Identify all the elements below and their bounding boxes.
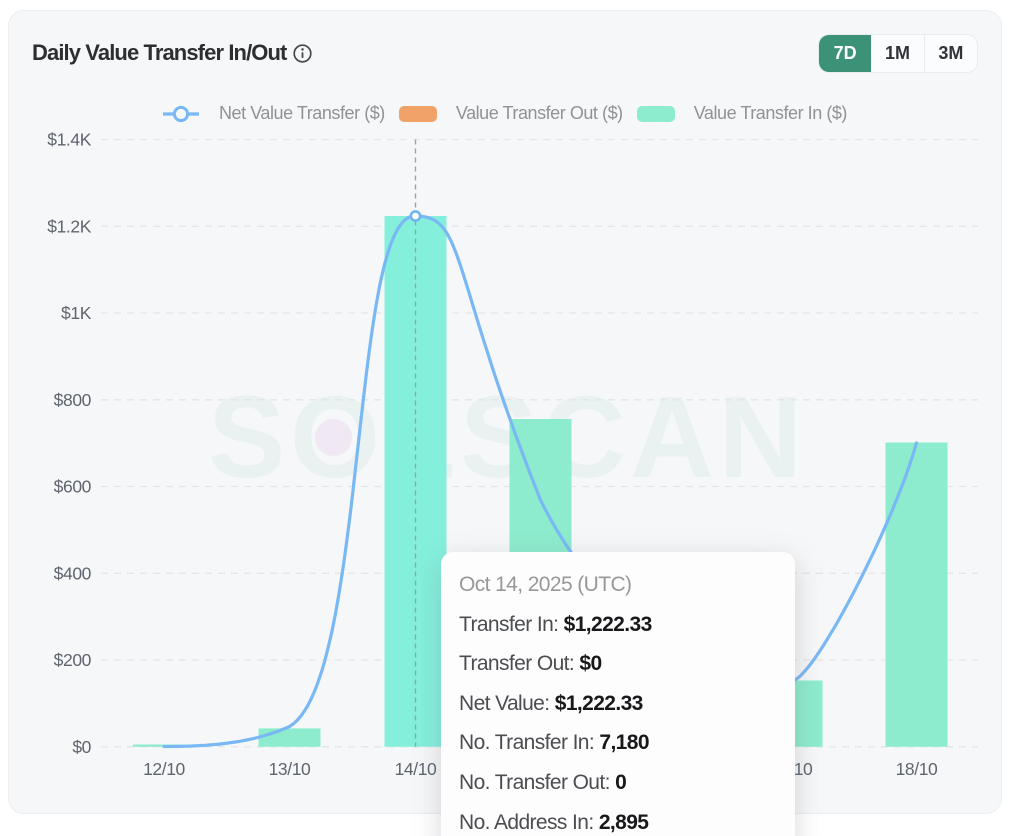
svg-text:14/10: 14/10 (395, 759, 437, 779)
svg-text:18/10: 18/10 (896, 759, 938, 779)
svg-text:$0: $0 (72, 737, 91, 757)
svg-text:$400: $400 (54, 563, 92, 583)
svg-text:$800: $800 (54, 390, 92, 410)
svg-text:$1.2K: $1.2K (47, 216, 91, 236)
svg-text:13/10: 13/10 (269, 759, 311, 779)
svg-text:12/10: 12/10 (143, 759, 185, 779)
svg-text:$200: $200 (54, 650, 92, 670)
svg-text:SOLSCAN: SOLSCAN (208, 372, 807, 502)
svg-text:$1K: $1K (61, 303, 92, 323)
svg-text:$600: $600 (54, 477, 92, 497)
svg-text:$1.4K: $1.4K (47, 130, 91, 150)
